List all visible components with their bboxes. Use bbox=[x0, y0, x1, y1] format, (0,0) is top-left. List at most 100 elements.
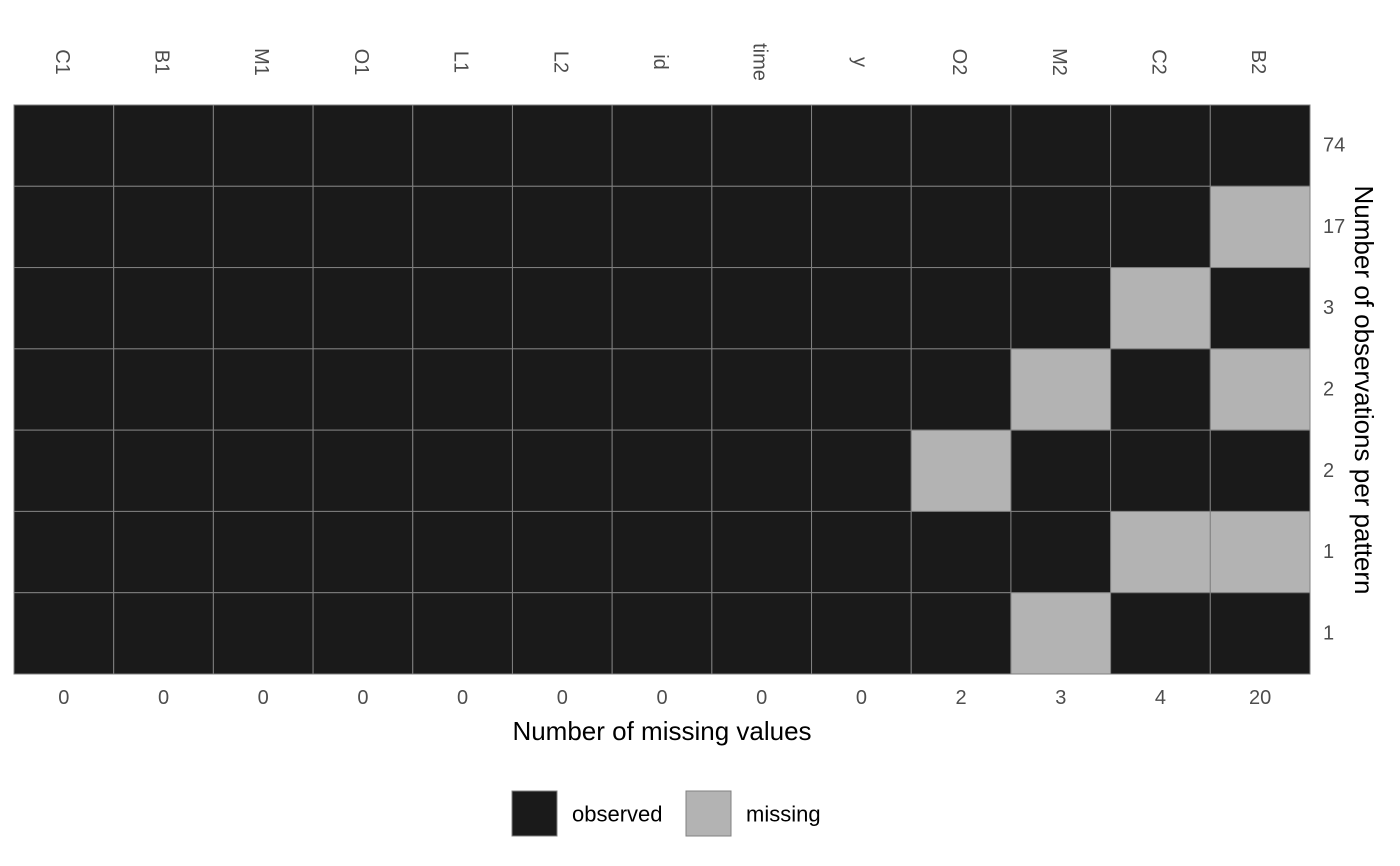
cell-r2-l1-observed bbox=[412, 185, 513, 269]
cell-r5-m2-observed bbox=[1010, 429, 1112, 512]
cell-r4-o1-observed bbox=[312, 348, 414, 431]
cell-r4-o2-observed bbox=[910, 348, 1012, 431]
cell-r3-o1-observed bbox=[312, 267, 414, 350]
cell-r6-id-observed bbox=[611, 510, 713, 594]
x-axis-title: Number of missing values bbox=[512, 716, 811, 746]
cell-r1-m2-observed bbox=[1010, 104, 1112, 187]
cell-r6-b2-missing bbox=[1209, 510, 1311, 594]
cell-r5-l2-observed bbox=[511, 429, 613, 512]
cell-r7-b1-observed bbox=[113, 592, 214, 675]
cell-r5-c1-observed bbox=[13, 429, 115, 512]
cell-r6-time-observed bbox=[711, 510, 813, 594]
cell-r6-o1-observed bbox=[312, 510, 414, 594]
column-label: O1 bbox=[350, 49, 372, 76]
cell-r6-c1-observed bbox=[13, 510, 115, 594]
cell-r3-l1-observed bbox=[412, 267, 513, 350]
cell-r4-time-observed bbox=[711, 348, 813, 431]
cell-r2-c1-observed bbox=[13, 185, 115, 269]
missing-count-label: 0 bbox=[557, 687, 568, 709]
cell-r6-l2-observed bbox=[511, 510, 613, 594]
cell-r7-b2-observed bbox=[1209, 592, 1311, 675]
legend-item-observed: observed bbox=[511, 790, 663, 837]
cell-r5-y-observed bbox=[811, 429, 912, 512]
cell-r1-y-observed bbox=[811, 104, 912, 187]
cell-r6-m2-observed bbox=[1010, 510, 1112, 594]
cell-r2-time-observed bbox=[711, 185, 813, 269]
cell-r6-b1-observed bbox=[113, 510, 214, 594]
cell-r3-c1-observed bbox=[13, 267, 115, 350]
column-label: time bbox=[749, 43, 771, 81]
cell-r2-o2-observed bbox=[910, 185, 1012, 269]
legend-item-missing: missing bbox=[685, 790, 821, 837]
cell-r3-b1-observed bbox=[113, 267, 214, 350]
cell-r3-c2-missing bbox=[1110, 267, 1211, 350]
legend-swatch-observed bbox=[511, 790, 558, 837]
column-label: B1 bbox=[151, 50, 173, 74]
missing-count-labels: 0 0 0 0 0 0 0 0 0 2 3 4 20 bbox=[58, 687, 1271, 709]
cell-r4-c1-observed bbox=[13, 348, 115, 431]
cell-r5-c2-observed bbox=[1110, 429, 1211, 512]
cell-r3-b2-observed bbox=[1209, 267, 1311, 350]
pattern-count-label: 3 bbox=[1323, 297, 1334, 319]
cell-r1-o2-observed bbox=[910, 104, 1012, 187]
pattern-count-label: 2 bbox=[1323, 379, 1334, 401]
cell-r4-m1-observed bbox=[212, 348, 314, 431]
cell-r6-m1-observed bbox=[212, 510, 314, 594]
cell-r2-y-observed bbox=[811, 185, 912, 269]
cell-r1-time-observed bbox=[711, 104, 813, 187]
cell-r2-id-observed bbox=[611, 185, 713, 269]
pattern-count-label: 2 bbox=[1323, 460, 1334, 482]
cell-r4-l1-observed bbox=[412, 348, 513, 431]
cell-r4-m2-missing bbox=[1010, 348, 1112, 431]
pattern-count-label: 1 bbox=[1323, 541, 1334, 563]
missing-count-label: 0 bbox=[357, 687, 368, 709]
cell-r7-time-observed bbox=[711, 592, 813, 675]
missing-count-label: 4 bbox=[1155, 687, 1166, 709]
cell-r6-l1-observed bbox=[412, 510, 513, 594]
cell-r6-o2-observed bbox=[910, 510, 1012, 594]
missing-count-label: 0 bbox=[258, 687, 269, 709]
missing-count-label: 0 bbox=[656, 687, 667, 709]
cell-r3-l2-observed bbox=[511, 267, 613, 350]
cell-r3-y-observed bbox=[811, 267, 912, 350]
legend-label-observed: observed bbox=[572, 802, 663, 827]
cell-r7-m2-missing bbox=[1010, 592, 1112, 675]
missing-count-label: 0 bbox=[856, 687, 867, 709]
cell-r1-id-observed bbox=[611, 104, 713, 187]
missing-count-label: 3 bbox=[1055, 687, 1066, 709]
cell-r5-l1-observed bbox=[412, 429, 513, 512]
cell-r7-c2-observed bbox=[1110, 592, 1211, 675]
cell-r3-o2-observed bbox=[910, 267, 1012, 350]
column-label: C2 bbox=[1147, 49, 1169, 75]
cell-r1-m1-observed bbox=[212, 104, 314, 187]
cell-r1-l1-observed bbox=[412, 104, 513, 187]
cell-r2-m2-observed bbox=[1010, 185, 1112, 269]
cell-r2-c2-observed bbox=[1110, 185, 1211, 269]
pattern-grid bbox=[13, 104, 1311, 675]
column-label: C1 bbox=[51, 49, 73, 75]
cell-r7-o1-observed bbox=[312, 592, 414, 675]
cell-r7-c1-observed bbox=[13, 592, 115, 675]
cell-r5-b1-observed bbox=[113, 429, 214, 512]
column-label: M1 bbox=[250, 48, 272, 76]
cell-r7-id-observed bbox=[611, 592, 713, 675]
cell-r4-id-observed bbox=[611, 348, 713, 431]
cell-r4-c2-observed bbox=[1110, 348, 1211, 431]
column-label: O2 bbox=[948, 49, 970, 76]
missing-count-label: 0 bbox=[457, 687, 468, 709]
cell-r1-l2-observed bbox=[511, 104, 613, 187]
cell-r3-m1-observed bbox=[212, 267, 314, 350]
cell-r1-c2-observed bbox=[1110, 104, 1211, 187]
cell-r7-o2-observed bbox=[910, 592, 1012, 675]
cell-r6-y-observed bbox=[811, 510, 912, 594]
legend-swatch-missing bbox=[685, 790, 732, 837]
cell-r7-l1-observed bbox=[412, 592, 513, 675]
pattern-count-label: 74 bbox=[1323, 135, 1345, 157]
cell-r7-m1-observed bbox=[212, 592, 314, 675]
column-labels: C1 B1 M1 O1 L1 L2 id time y O2 M2 C2 B2 bbox=[51, 43, 1269, 81]
column-label: y bbox=[848, 57, 870, 67]
y-axis-title: Number of observations per pattern bbox=[1349, 186, 1379, 595]
missing-count-label: 0 bbox=[58, 687, 69, 709]
missing-count-label: 2 bbox=[956, 687, 967, 709]
